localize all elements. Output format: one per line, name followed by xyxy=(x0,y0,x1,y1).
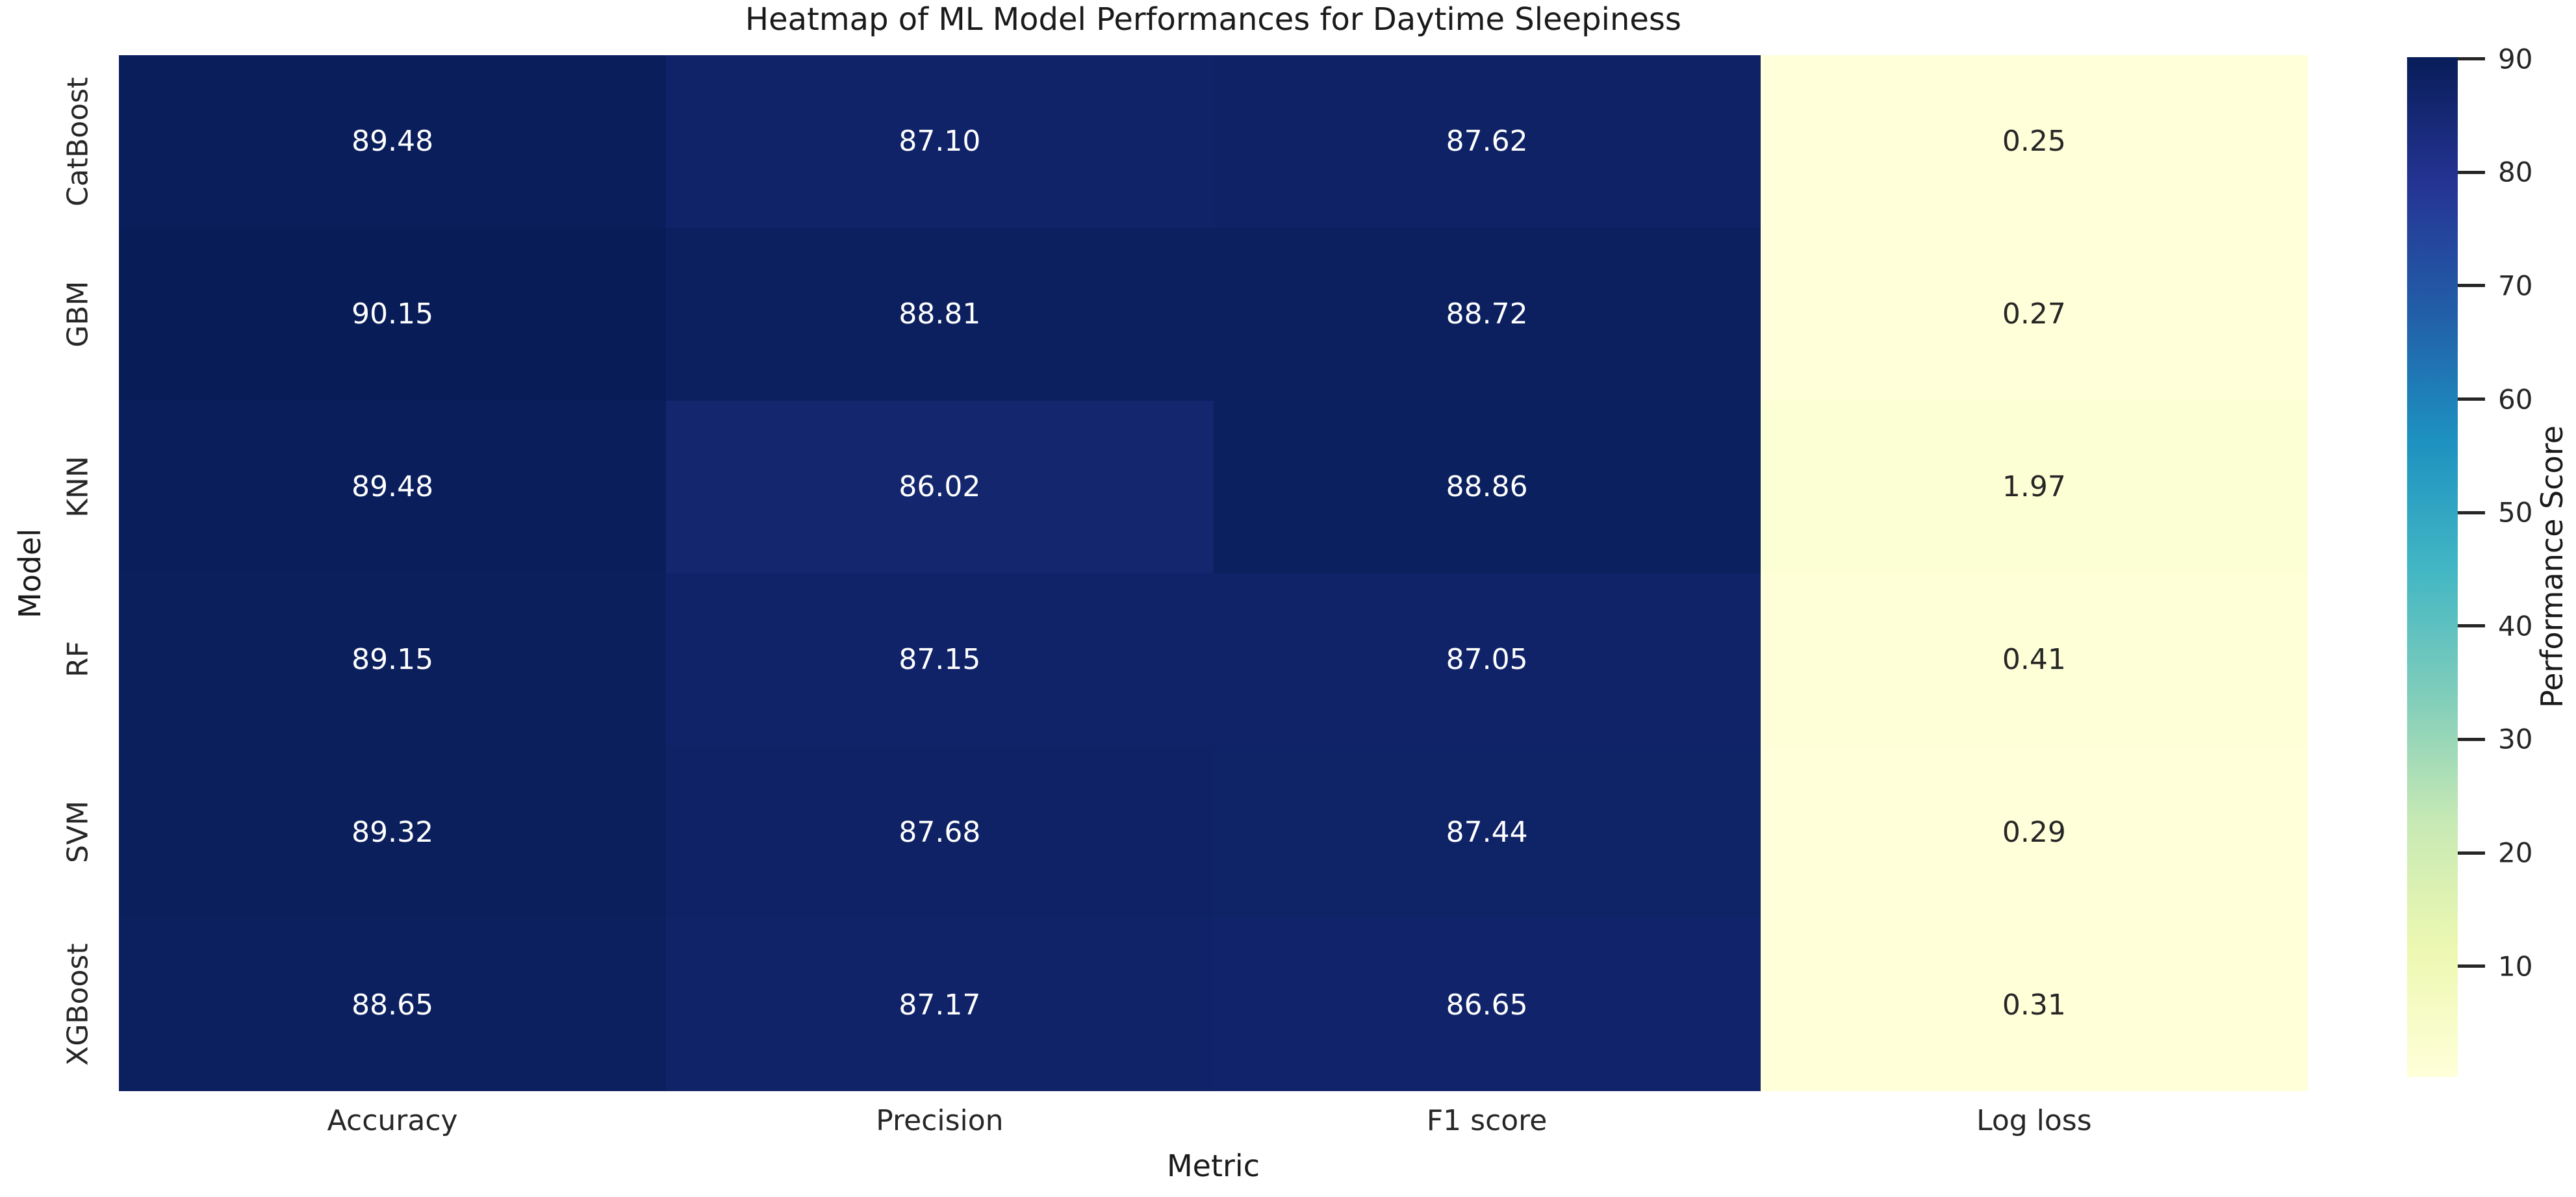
x-tick-label-log-loss: Log loss xyxy=(1976,1104,2092,1137)
chart-title: Heatmap of ML Model Performances for Day… xyxy=(745,1,1681,38)
colorbar-tick-mark-20 xyxy=(2458,851,2485,855)
y-axis-title: Model xyxy=(12,528,47,618)
cell-value: 0.25 xyxy=(2002,125,2066,158)
colorbar-tick-label-60: 60 xyxy=(2498,383,2533,416)
y-tick-label-knn: KNN xyxy=(61,456,95,518)
cell-value: 88.81 xyxy=(899,297,981,331)
y-tick-label-catboost: CatBoost xyxy=(61,77,95,207)
colorbar-tick-mark-40 xyxy=(2458,624,2485,628)
heatmap-cell-rf-f1-score: 87.05 xyxy=(1213,573,1761,746)
cell-value: 86.65 xyxy=(1446,988,1528,1022)
cell-value: 87.10 xyxy=(899,125,981,158)
heatmap-cell-catboost-log-loss: 0.25 xyxy=(1760,55,2308,228)
heatmap-grid: 89.48 87.10 87.62 0.25 90.15 88.81 88.72 0.27 89… xyxy=(119,55,2308,1091)
cell-value: 87.15 xyxy=(899,642,981,676)
colorbar-tick-label-70: 70 xyxy=(2498,270,2533,302)
colorbar-tick-mark-70 xyxy=(2458,284,2485,288)
heatmap-cell-rf-precision: 87.15 xyxy=(666,573,1214,746)
heatmap-cell-catboost-f1-score: 87.62 xyxy=(1213,55,1761,228)
colorbar-tick-mark-60 xyxy=(2458,397,2485,401)
cell-value: 0.31 xyxy=(2002,988,2066,1022)
colorbar-tick-label-30: 30 xyxy=(2498,723,2533,755)
x-axis-title: Metric xyxy=(1166,1148,1260,1183)
heatmap-cell-svm-f1-score: 87.44 xyxy=(1213,746,1761,919)
x-axis-tick-labels: Accuracy Precision F1 score Log loss xyxy=(119,1104,2308,1140)
y-tick-label-gbm: GBM xyxy=(61,281,95,347)
heatmap-cell-xgboost-log-loss: 0.31 xyxy=(1760,918,2308,1091)
cell-value: 87.17 xyxy=(899,988,981,1022)
cell-value: 0.27 xyxy=(2002,297,2066,331)
heatmap-cell-svm-log-loss: 0.29 xyxy=(1760,746,2308,919)
cell-value: 89.48 xyxy=(351,125,434,158)
colorbar-tick-label-10: 10 xyxy=(2498,950,2533,983)
colorbar-tick-mark-50 xyxy=(2458,510,2485,514)
heatmap-cell-catboost-accuracy: 89.48 xyxy=(119,55,667,228)
heatmap-cell-gbm-precision: 88.81 xyxy=(666,227,1214,401)
heatmap-cell-knn-f1-score: 88.86 xyxy=(1213,400,1761,573)
cell-value: 87.62 xyxy=(1446,125,1528,158)
cell-value: 1.97 xyxy=(2002,470,2066,504)
colorbar-tick-mark-10 xyxy=(2458,964,2485,968)
heatmap-cell-svm-precision: 87.68 xyxy=(666,746,1214,919)
heatmap-cell-xgboost-f1-score: 86.65 xyxy=(1213,918,1761,1091)
colorbar-tick-label-90: 90 xyxy=(2498,43,2533,75)
cell-value: 87.05 xyxy=(1446,642,1528,676)
cell-value: 90.15 xyxy=(351,297,434,331)
heatmap-cell-gbm-log-loss: 0.27 xyxy=(1760,227,2308,401)
cell-value: 88.86 xyxy=(1446,470,1528,504)
heatmap-cell-rf-accuracy: 89.15 xyxy=(119,573,667,746)
colorbar-tick-mark-80 xyxy=(2458,170,2485,174)
colorbar-tick-mark-30 xyxy=(2458,737,2485,741)
y-tick-label-xgboost: XGBoost xyxy=(61,943,95,1066)
heatmap-cell-gbm-f1-score: 88.72 xyxy=(1213,227,1761,401)
cell-value: 87.44 xyxy=(1446,815,1528,849)
heatmap-cell-knn-accuracy: 89.48 xyxy=(119,400,667,573)
heatmap-cell-knn-log-loss: 1.97 xyxy=(1760,400,2308,573)
heatmap-cell-svm-accuracy: 89.32 xyxy=(119,746,667,919)
colorbar-gradient xyxy=(2407,57,2458,1077)
colorbar-tick-mark-90 xyxy=(2458,57,2485,61)
y-axis-tick-labels: CatBoost GBM KNN RF SVM XGBoost xyxy=(55,55,101,1091)
y-tick-label-svm: SVM xyxy=(61,801,95,864)
colorbar-tick-label-50: 50 xyxy=(2498,496,2533,529)
cell-value: 89.15 xyxy=(351,642,434,676)
colorbar-label: Performance Score xyxy=(2534,425,2570,709)
colorbar-tick-label-20: 20 xyxy=(2498,837,2533,869)
heatmap-cell-rf-log-loss: 0.41 xyxy=(1760,573,2308,746)
cell-value: 87.68 xyxy=(899,815,981,849)
heatmap-cell-knn-precision: 86.02 xyxy=(666,400,1214,573)
y-tick-label-rf: RF xyxy=(61,641,95,678)
x-tick-label-f1-score: F1 score xyxy=(1426,1104,1548,1137)
cell-value: 89.32 xyxy=(351,815,434,849)
cell-value: 0.29 xyxy=(2002,815,2066,849)
cell-value: 88.65 xyxy=(351,988,434,1022)
heatmap-cell-gbm-accuracy: 90.15 xyxy=(119,227,667,401)
colorbar-tick-label-80: 80 xyxy=(2498,156,2533,188)
cell-value: 86.02 xyxy=(899,470,981,504)
heatmap-cell-catboost-precision: 87.10 xyxy=(666,55,1214,228)
heatmap-cell-xgboost-precision: 87.17 xyxy=(666,918,1214,1091)
heatmap-cell-xgboost-accuracy: 88.65 xyxy=(119,918,667,1091)
x-tick-label-precision: Precision xyxy=(876,1104,1004,1137)
x-tick-label-accuracy: Accuracy xyxy=(327,1104,458,1137)
cell-value: 89.48 xyxy=(351,470,434,504)
colorbar-tick-label-40: 40 xyxy=(2498,610,2533,642)
cell-value: 88.72 xyxy=(1446,297,1528,331)
cell-value: 0.41 xyxy=(2002,642,2066,676)
